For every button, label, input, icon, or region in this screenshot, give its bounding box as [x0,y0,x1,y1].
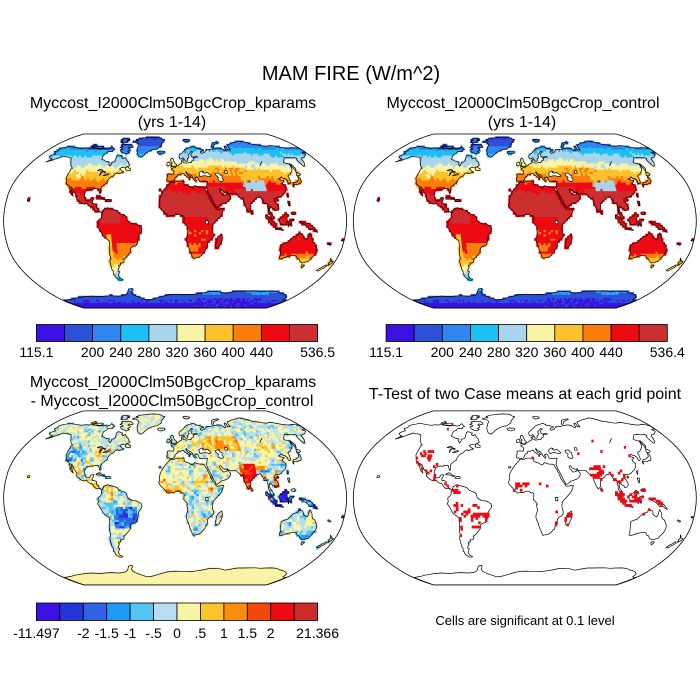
svg-text:1: 1 [220,625,228,641]
svg-text:536.5: 536.5 [300,344,335,360]
svg-text:(yrs 1-14): (yrs 1-14) [138,114,206,131]
svg-text:115.1: 115.1 [19,344,53,360]
svg-text:200: 200 [431,344,455,360]
svg-text:Myccost_I2000Clm50BgcCrop_kpar: Myccost_I2000Clm50BgcCrop_kparams [30,95,316,112]
svg-text:536.4: 536.4 [650,344,685,360]
svg-text:-1: -1 [124,625,137,641]
svg-text:- Myccost_I2000Clm50BgcCrop_co: - Myccost_I2000Clm50BgcCrop_control [31,393,314,410]
svg-text:0: 0 [173,625,181,641]
svg-text:-1.5: -1.5 [95,625,119,641]
svg-text:360: 360 [543,344,567,360]
svg-text:240: 240 [109,344,133,360]
svg-text:360: 360 [193,344,217,360]
svg-text:400: 400 [222,344,246,360]
svg-text:MAM FIRE (W/m^2): MAM FIRE (W/m^2) [262,63,440,85]
svg-text:280: 280 [137,344,161,360]
svg-text:115.1: 115.1 [369,344,403,360]
svg-text:400: 400 [571,344,595,360]
svg-text:-11.497: -11.497 [13,625,60,641]
svg-text:-2: -2 [77,625,90,641]
svg-text:(yrs 1-14): (yrs 1-14) [488,114,556,131]
svg-text:Cells are significant at 0.1 l: Cells are significant at 0.1 level [435,613,614,628]
svg-text:320: 320 [515,344,539,360]
svg-text:440: 440 [250,344,274,360]
svg-text:280: 280 [487,344,511,360]
svg-text:1.5: 1.5 [238,625,258,641]
svg-text:Myccost_I2000Clm50BgcCrop_kpar: Myccost_I2000Clm50BgcCrop_kparams [30,374,316,391]
svg-text:Myccost_I2000Clm50BgcCrop_cont: Myccost_I2000Clm50BgcCrop_control [386,95,659,112]
svg-text:240: 240 [459,344,483,360]
svg-text:200: 200 [81,344,105,360]
svg-text:-.5: -.5 [145,625,162,641]
svg-text:320: 320 [165,344,189,360]
svg-text:440: 440 [599,344,623,360]
svg-text:21.366: 21.366 [296,625,339,641]
svg-text:T-Test of two Case means at ea: T-Test of two Case means at each grid po… [369,386,682,403]
svg-text:2: 2 [267,625,275,641]
svg-text:.5: .5 [195,625,207,641]
